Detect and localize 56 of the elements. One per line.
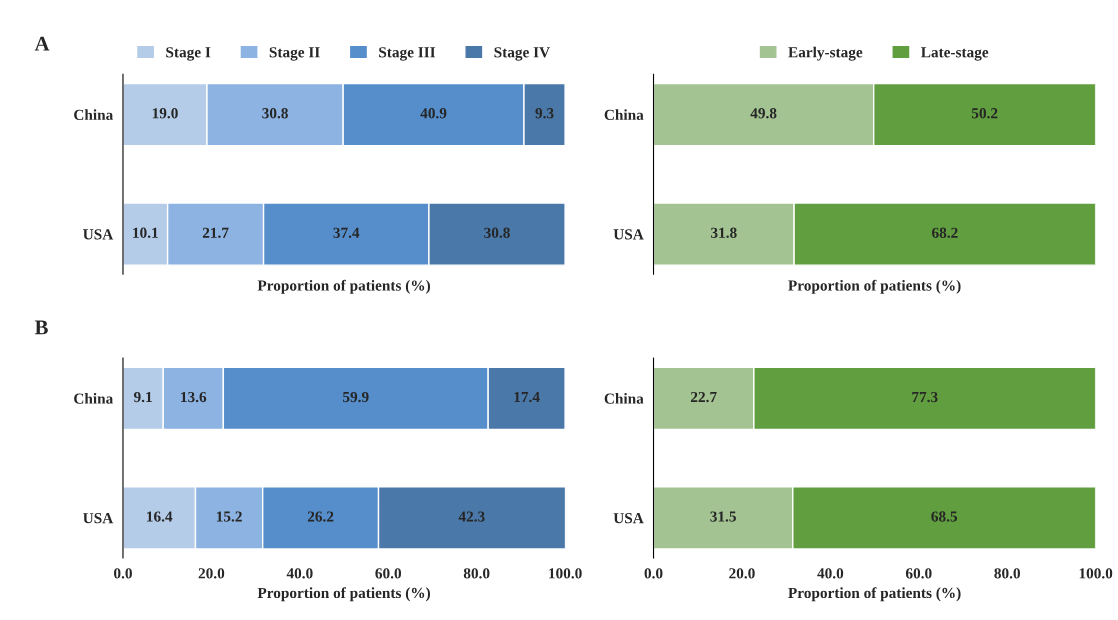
data-label: 31.8 bbox=[711, 227, 737, 238]
data-label: 68.5 bbox=[931, 511, 958, 522]
legend-label: Stage I bbox=[166, 47, 211, 61]
x-axis-title: Proportion of patients (%) bbox=[257, 587, 431, 602]
data-label: 49.8 bbox=[750, 108, 777, 119]
data-label: 9.3 bbox=[535, 108, 554, 119]
x-tick-label: 60.0 bbox=[375, 568, 402, 579]
data-label: 15.2 bbox=[216, 511, 242, 522]
x-tick-label: 100.0 bbox=[1079, 568, 1113, 579]
data-label: 19.0 bbox=[152, 108, 178, 119]
x-tick-label: 40.0 bbox=[286, 568, 313, 579]
legend-label: Stage III bbox=[379, 47, 436, 61]
text: A bbox=[34, 36, 50, 51]
x-tick-label: 60.0 bbox=[905, 568, 932, 579]
data-label: 31.5 bbox=[710, 511, 736, 522]
x-tick-label: 80.0 bbox=[463, 568, 490, 579]
data-label: 68.2 bbox=[932, 227, 958, 238]
y-tick-label: China bbox=[604, 109, 644, 121]
data-label: 42.3 bbox=[458, 511, 485, 522]
x-tick-label: 0.0 bbox=[114, 568, 132, 579]
legend-label: Early-stage bbox=[788, 46, 863, 61]
x-tick-label: 0.0 bbox=[644, 568, 663, 579]
x-tick-label: 20.0 bbox=[729, 568, 755, 579]
data-label: 37.4 bbox=[333, 227, 360, 238]
y-tick-label: USA bbox=[83, 513, 114, 524]
data-label: 22.7 bbox=[690, 391, 717, 403]
data-label: 50.2 bbox=[971, 108, 998, 119]
data-label: 21.7 bbox=[202, 227, 229, 238]
x-tick-label: 80.0 bbox=[994, 568, 1020, 579]
x-tick-label: 40.0 bbox=[817, 568, 844, 579]
y-tick-label: China bbox=[74, 109, 114, 121]
data-label: 9.1 bbox=[133, 391, 152, 403]
data-label: 30.8 bbox=[484, 227, 510, 238]
legend-label: Late-stage bbox=[921, 47, 989, 61]
data-label: 10.1 bbox=[133, 227, 158, 238]
y-tick-label: USA bbox=[613, 229, 644, 240]
data-label: 59.9 bbox=[343, 391, 369, 403]
legend-label: Stage IV bbox=[494, 47, 550, 61]
data-label: 26.2 bbox=[307, 511, 334, 522]
data-label: 77.3 bbox=[912, 391, 938, 403]
text: B bbox=[34, 320, 48, 335]
data-label: 16.4 bbox=[147, 511, 173, 522]
y-tick-label: USA bbox=[613, 513, 644, 524]
data-label: 40.9 bbox=[420, 108, 447, 119]
legend-label: Stage II bbox=[269, 47, 320, 61]
x-tick-label: 100.0 bbox=[549, 568, 582, 579]
x-axis-title: Proportion of patients (%) bbox=[788, 587, 961, 602]
y-tick-label: USA bbox=[83, 229, 114, 240]
x-tick-label: 20.0 bbox=[198, 568, 225, 579]
y-tick-label: China bbox=[604, 393, 644, 404]
data-label: 30.8 bbox=[262, 108, 288, 119]
x-axis-title: Proportion of patients (%) bbox=[257, 279, 431, 294]
y-tick-label: China bbox=[74, 393, 114, 404]
data-label: 13.6 bbox=[181, 391, 207, 403]
data-label: 17.4 bbox=[514, 391, 540, 403]
x-axis-title: Proportion of patients (%) bbox=[788, 279, 961, 294]
